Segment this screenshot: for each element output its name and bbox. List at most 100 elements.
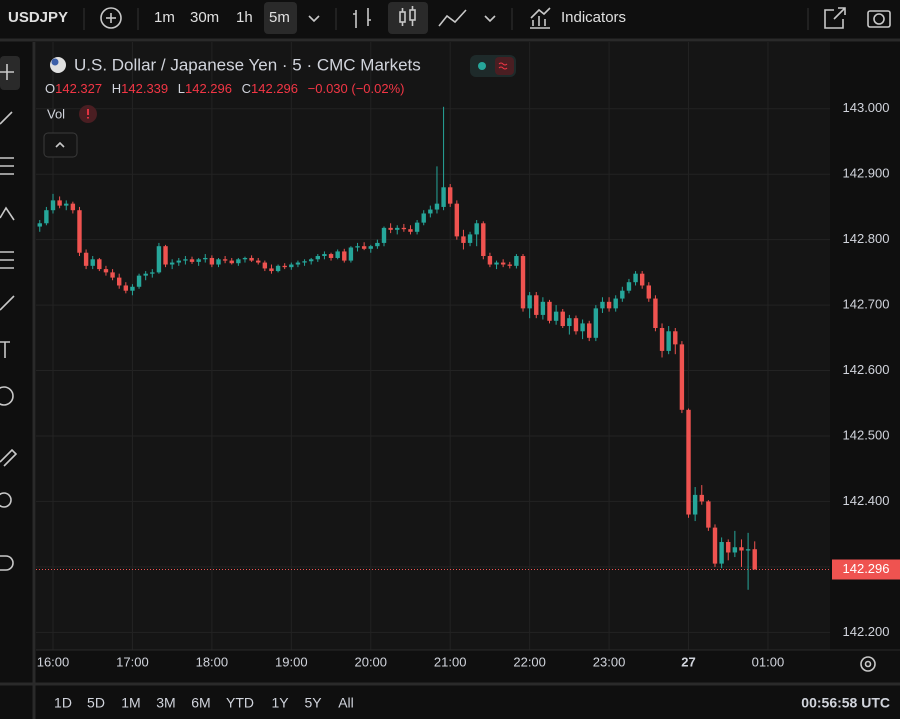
- candle-body: [514, 256, 519, 266]
- candle-body: [673, 331, 678, 345]
- price-label: 142.296: [843, 561, 890, 576]
- fib-tool[interactable]: [0, 157, 14, 175]
- candle-style[interactable]: [399, 6, 416, 26]
- candle-body: [117, 277, 122, 286]
- change: −0.030 (−0.02%): [308, 81, 405, 96]
- candle-body: [381, 227, 387, 243]
- indicators-icon[interactable]: [530, 7, 551, 29]
- candle-body: [706, 501, 711, 528]
- zoom-tool[interactable]: [0, 492, 12, 508]
- symbol[interactable]: USDJPY: [8, 9, 68, 26]
- forecast-tool[interactable]: [0, 251, 14, 269]
- settings[interactable]: [860, 656, 876, 672]
- candle-body: [70, 203, 76, 211]
- interval[interactable]: 5m: [269, 9, 290, 26]
- open-new[interactable]: [824, 7, 846, 29]
- candle-body: [633, 273, 638, 283]
- candle-body: [408, 229, 413, 232]
- measure-tool[interactable]: [0, 448, 18, 467]
- delay-icon: [498, 62, 508, 70]
- y-tick-label: 142.700: [843, 297, 890, 312]
- date-range[interactable]: 1Y: [271, 695, 289, 711]
- candle-body: [659, 328, 665, 351]
- date-range[interactable]: 1M: [121, 695, 140, 711]
- x-tick-label: 20:00: [354, 654, 387, 669]
- y-tick-label: 142.200: [843, 624, 890, 639]
- x-tick-label: 19:00: [275, 654, 308, 669]
- interval[interactable]: 30m: [190, 9, 219, 26]
- x-tick-label: 18:00: [196, 654, 229, 669]
- ohlc-label: O: [45, 81, 55, 96]
- candle-body: [527, 295, 532, 309]
- open-value: 142.327: [55, 81, 102, 96]
- date-range[interactable]: YTD: [226, 695, 254, 711]
- candle-body: [130, 286, 135, 291]
- legend-title: U.S. Dollar / Japanese Yen · 5 · CMC Mar…: [74, 55, 421, 74]
- candle-body: [229, 260, 234, 264]
- volume-label[interactable]: Vol: [47, 106, 65, 121]
- candle-body: [414, 222, 420, 232]
- candle-body: [375, 242, 380, 247]
- candle-body: [540, 301, 546, 315]
- clock: 00:56:58 UTC: [801, 695, 890, 711]
- date-range[interactable]: 6M: [191, 695, 210, 711]
- candle-body: [163, 246, 168, 265]
- pattern-tool[interactable]: [0, 206, 15, 221]
- time-axis-labels: 16:00 17:00 18:00 19:00 20:00 21:00 22:00 23:00…: [37, 654, 785, 669]
- grid: [36, 42, 830, 650]
- legend-ohlc: O142.327 H142.339 L142.296 C142.296 −0.0…: [45, 81, 405, 96]
- candle-body: [534, 295, 539, 315]
- candle-body: [322, 254, 327, 257]
- candle-body: [302, 261, 307, 263]
- candle-body: [348, 247, 354, 261]
- x-tick-label: 01:00: [752, 654, 785, 669]
- date-range[interactable]: 1D: [54, 695, 72, 711]
- indicators[interactable]: Indicators: [561, 9, 626, 26]
- candle-body: [176, 260, 181, 263]
- candle-body: [467, 234, 473, 243]
- interval-menu[interactable]: [308, 15, 320, 23]
- left-toolbar: [0, 42, 33, 719]
- brush-tool[interactable]: [0, 295, 15, 311]
- area-style[interactable]: [438, 9, 467, 27]
- date-range[interactable]: All: [338, 695, 354, 711]
- candle-body: [183, 259, 188, 261]
- candle-body: [308, 259, 314, 262]
- date-range[interactable]: 5Y: [304, 695, 322, 711]
- crosshair-tool[interactable]: [0, 64, 14, 80]
- text-tool[interactable]: [0, 341, 10, 358]
- candle-body: [441, 187, 446, 207]
- collapse-legend[interactable]: [43, 132, 78, 158]
- candle-body: [50, 200, 56, 211]
- chart-area: [36, 42, 830, 650]
- y-tick-label: 142.900: [843, 166, 890, 181]
- emoji-tool[interactable]: [0, 386, 14, 406]
- x-tick-label: 22:00: [513, 654, 546, 669]
- interval[interactable]: 1m: [154, 9, 175, 26]
- magnet-tool[interactable]: [0, 555, 14, 571]
- candle-body: [732, 547, 738, 553]
- candle-body: [169, 262, 175, 265]
- candle-body: [249, 257, 254, 261]
- date-ranges: 1D 5D 1M 3M 6M YTD 1Y 5Y All: [54, 695, 354, 711]
- candle-body: [666, 331, 671, 351]
- date-range[interactable]: 3M: [156, 695, 175, 711]
- date-range[interactable]: 5D: [87, 695, 105, 711]
- candle-body: [77, 210, 82, 253]
- bar-style[interactable]: [353, 8, 371, 28]
- snapshot[interactable]: [867, 10, 891, 28]
- candle-body: [368, 246, 373, 249]
- add-symbol[interactable]: [100, 7, 122, 29]
- candle-body: [448, 187, 453, 204]
- interval[interactable]: 1h: [236, 9, 253, 26]
- ohlc-label: L: [178, 81, 185, 96]
- candle-body: [189, 259, 195, 262]
- style-menu[interactable]: [484, 15, 496, 23]
- candle-body: [573, 318, 579, 332]
- candle-body: [500, 262, 506, 265]
- ohlc-label: C: [242, 81, 251, 96]
- trend-tool[interactable]: [0, 111, 13, 125]
- candle-body: [593, 308, 599, 338]
- candle-body: [123, 285, 129, 291]
- candle-body: [567, 318, 572, 327]
